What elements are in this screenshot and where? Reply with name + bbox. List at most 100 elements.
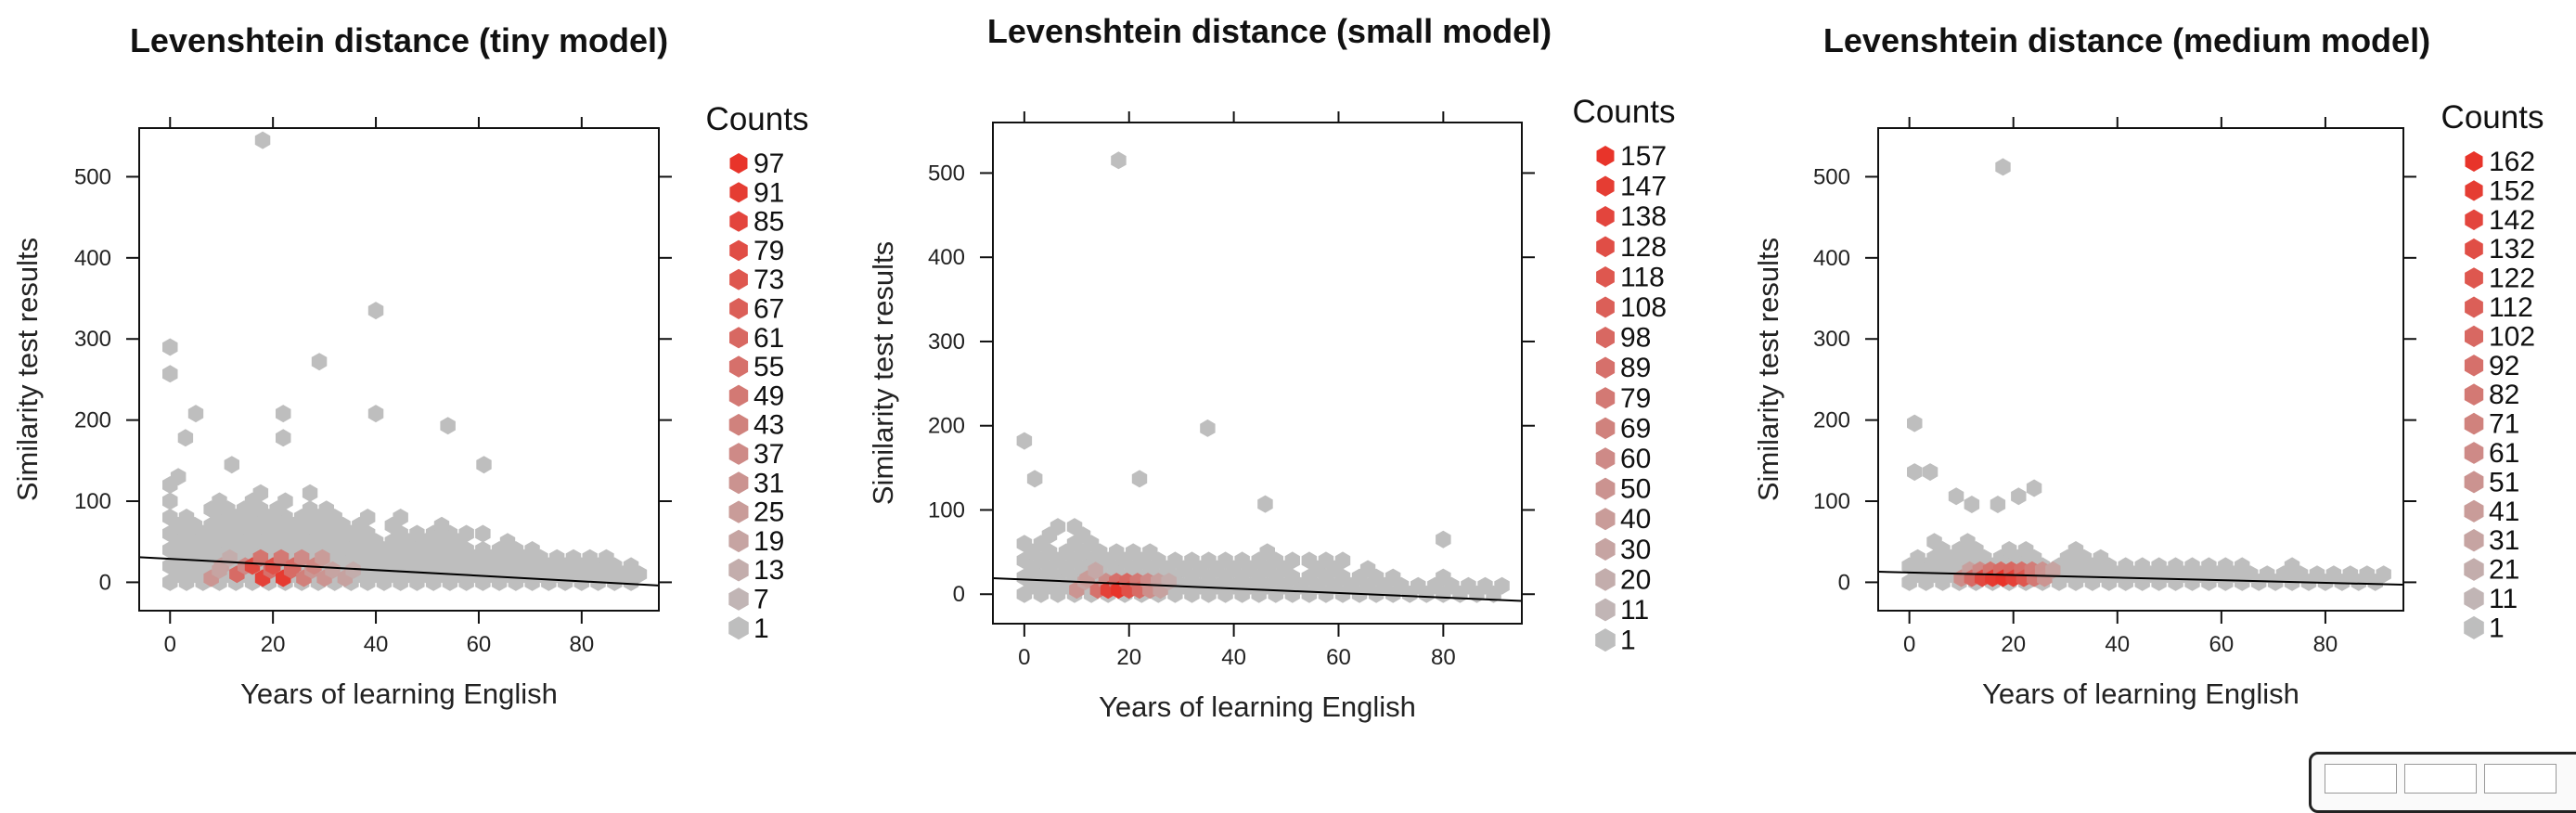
y-tick-label: 400 xyxy=(928,245,965,270)
legend-swatch xyxy=(2465,151,2483,172)
legend-title: Counts xyxy=(1573,94,1676,130)
hexbin-cell-dense xyxy=(212,561,227,579)
hexbin-cell xyxy=(1284,551,1300,570)
x-tick-label: 20 xyxy=(261,632,286,657)
legend-swatch xyxy=(2465,296,2483,318)
legend-label: 132 xyxy=(2489,234,2535,265)
legend-label: 51 xyxy=(2489,467,2519,497)
legend-label: 79 xyxy=(753,236,784,266)
hexbin-cell xyxy=(458,524,474,543)
hexbin-cell xyxy=(2235,557,2250,575)
legend-swatch xyxy=(728,587,749,611)
hexbin-layer xyxy=(162,131,648,591)
x-tick-label: 60 xyxy=(2209,632,2235,657)
outlier-hex xyxy=(476,456,492,474)
hexbin-cell-dense xyxy=(1088,561,1103,580)
legend-swatch xyxy=(1596,175,1615,197)
x-tick-label: 0 xyxy=(164,632,176,657)
legend-label: 89 xyxy=(1620,353,1651,383)
legend-label: 91 xyxy=(753,177,784,208)
legend-label: 55 xyxy=(753,352,784,382)
legend-label: 97 xyxy=(753,148,784,179)
legend-label: 43 xyxy=(753,410,784,441)
outlier-hex xyxy=(1907,463,1923,482)
chart-title: Levenshtein distance (medium model) xyxy=(1823,21,2430,59)
hexbin-cell xyxy=(2184,557,2200,575)
legend-swatch xyxy=(2464,529,2484,552)
y-axis-label: Similarity test results xyxy=(11,238,44,501)
hexbin-cell xyxy=(1477,576,1493,595)
legend-label: 85 xyxy=(753,207,784,238)
legend-swatch xyxy=(2464,442,2484,464)
hexbin-cell xyxy=(1385,568,1401,587)
legend-swatch xyxy=(1596,146,1615,166)
legend-label: 50 xyxy=(1620,474,1651,505)
hexbin-cell xyxy=(2201,557,2217,575)
hexbin-cell xyxy=(1234,551,1250,570)
legend-swatch xyxy=(729,182,748,203)
regression-line xyxy=(1877,571,2404,587)
y-tick-label: 100 xyxy=(928,497,965,523)
hexbin-cell xyxy=(2017,541,2034,559)
legend-label: 41 xyxy=(2489,497,2519,527)
hexbin-cell xyxy=(2359,565,2375,584)
x-tick-label: 20 xyxy=(1116,645,1141,670)
hexbin-cell xyxy=(1050,518,1066,536)
hexbin-cell xyxy=(565,548,582,567)
hexbin-cell xyxy=(599,548,614,567)
legend-label: 61 xyxy=(2489,438,2519,469)
outlier-hex xyxy=(2026,479,2042,497)
hexbin-cell xyxy=(1217,551,1233,570)
hexbin-cell xyxy=(2309,565,2325,584)
hexbin-cell xyxy=(170,468,187,486)
hexbin-cell xyxy=(2284,557,2300,575)
legend-label: 1 xyxy=(2489,613,2505,643)
y-tick-label: 500 xyxy=(1813,164,1850,189)
legend-swatch xyxy=(729,298,748,319)
legend-label: 122 xyxy=(2489,264,2535,294)
outlier-hex xyxy=(2011,487,2027,506)
legend-label: 92 xyxy=(2489,351,2519,381)
plot-frame xyxy=(138,127,660,612)
y-axis-label: Similarity test results xyxy=(867,241,899,505)
hexbin-cell xyxy=(277,492,293,510)
y-tick-label: 0 xyxy=(953,582,965,607)
hexbin-cell xyxy=(302,500,318,519)
y-tick-label: 0 xyxy=(99,570,111,595)
x-tick-label: 0 xyxy=(1903,632,1915,657)
outlier-hex xyxy=(1026,470,1043,488)
chart-title: Levenshtein distance (small model) xyxy=(987,12,1552,50)
hexbin-cell xyxy=(1494,576,1510,595)
x-tick-label: 60 xyxy=(1326,645,1351,670)
y-tick-label: 0 xyxy=(1838,570,1850,595)
x-tick-label: 0 xyxy=(1018,645,1030,670)
hexbin-cell-dense xyxy=(2045,561,2061,579)
screenshot-thumbnail[interactable] xyxy=(2309,752,2576,813)
legend-swatch xyxy=(1596,206,1615,227)
legend-swatch xyxy=(1595,477,1616,500)
legend-label: 147 xyxy=(1620,172,1667,202)
hexbin-cell xyxy=(1109,543,1125,561)
x-tick-label: 80 xyxy=(1431,645,1456,670)
hexbin-cell xyxy=(2093,548,2109,567)
plot-frame xyxy=(1877,127,2404,612)
plot-frame xyxy=(992,122,1523,625)
legend-label: 31 xyxy=(753,468,784,498)
legend-swatch xyxy=(2465,209,2483,230)
x-tick-label: 80 xyxy=(2313,632,2338,657)
legend-swatch xyxy=(729,239,748,262)
hexbin-cell xyxy=(433,516,450,535)
panel-3: Levenshtein distance (medium model) 0 20 40… xyxy=(1752,21,2544,710)
legend-label: 19 xyxy=(753,526,784,557)
hexbin-cell xyxy=(1960,533,1976,551)
hexbin-cell xyxy=(549,548,565,567)
legend-swatch xyxy=(1595,568,1616,591)
legend-swatch xyxy=(1596,236,1615,258)
hexbin-cell xyxy=(2325,565,2342,584)
legend-label: 69 xyxy=(1620,413,1651,444)
hexbin-cell xyxy=(360,509,376,526)
legend-label: 67 xyxy=(753,294,784,325)
hexbin-cell xyxy=(212,492,227,510)
outlier-hex xyxy=(1948,487,1964,506)
legend-label: 102 xyxy=(2489,321,2535,352)
